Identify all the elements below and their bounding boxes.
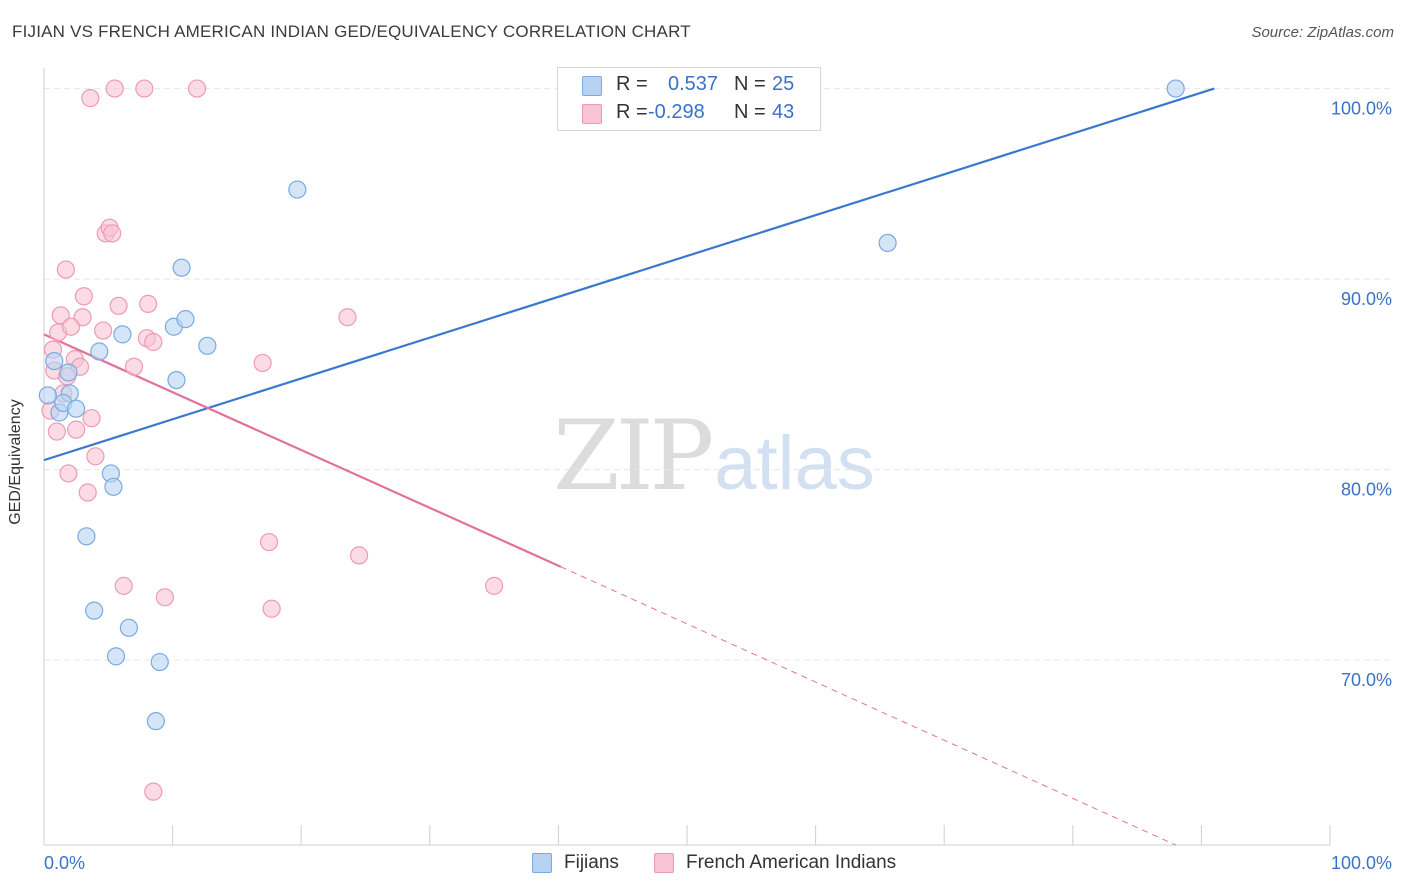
fijians-point [77,527,96,546]
french-american-indians-point [349,546,369,565]
fijians-point [119,618,138,637]
bottom-legend-swatch-blue [532,853,552,873]
french-american-indians-trend-line [43,333,562,568]
french-american-indians-point [59,464,78,483]
french-american-indians-point [262,599,281,618]
chart-title: FIJIAN VS FRENCH AMERICAN INDIAN GED/EQU… [12,22,691,41]
fijians-trend-line [43,87,1215,462]
legend-swatch-blue [582,76,602,96]
fijians-point [59,363,78,382]
fijians-point [167,370,186,390]
french-american-indians-point [78,483,97,502]
french-american-indians-point [155,588,174,607]
legend-r-label: R = [616,101,648,123]
fijians-point [198,336,217,355]
fijians-point [878,233,897,253]
legend-n-value: 43 [772,101,795,123]
french-american-indians-point [86,447,105,466]
french-american-indians-point [144,782,163,801]
fijians-point [104,477,123,496]
legend-r-label: R = [616,73,648,95]
fijians-point [288,180,307,199]
y-tick-label: 90.0% [1341,289,1392,309]
fijians-point [172,258,191,277]
legend-swatch-pink [582,104,602,124]
french-american-indians-point [82,409,101,428]
french-american-indians-point [144,332,163,352]
french-american-indians-trend-extension [560,566,1176,846]
fijians-point [176,310,195,329]
french-american-indians-point [81,89,100,108]
french-american-indians-point [105,79,124,98]
french-american-indians-point [253,353,272,373]
fijians-point [38,386,57,405]
fijians-point [85,601,104,620]
french-american-indians-point [56,260,75,279]
bottom-legend-swatch-pink [654,853,674,873]
french-american-indians-point [109,296,128,315]
french-american-indians-point [187,79,207,98]
fijians-point [45,351,64,371]
french-american-indians-point [139,294,158,313]
tick-labels: 70.0% 80.0% 90.0% 100.0% 0.0% 100.0% [44,99,1392,873]
fijians-point [106,647,126,666]
legend-n-label: N = [734,73,766,95]
trend-lines [43,87,1215,846]
fijians-point [90,342,109,361]
fijians-point [113,325,132,344]
french-american-indians-point [135,79,154,98]
legend-r-value: 0.537 [668,73,719,95]
watermark: ZIPatlas [553,400,875,512]
y-tick-label: 100.0% [1331,99,1392,119]
legend-n-label: N = [734,101,766,123]
fijians-point [150,652,169,672]
legend-n-value: 25 [772,73,795,95]
fijians-point [1166,79,1185,98]
watermark-zip: ZIP [553,400,714,512]
gridlines [44,88,1392,661]
y-tick-label: 80.0% [1341,480,1392,500]
french-american-indians-point [338,308,357,327]
legend-r-value: -0.298 [648,101,705,123]
french-american-indians-point [103,224,122,243]
bottom-legend-label: French American Indians [686,852,897,873]
x-tick-label-min: 0.0% [44,853,85,873]
french-american-indians-point [61,317,81,336]
watermark-atlas: atlas [714,421,875,506]
fijians-point [67,399,86,418]
y-axis-label: GED/Equivalency [7,399,24,525]
correlation-legend: R = 0.537 N = 25 R = -0.298 N = 43 [557,67,821,131]
x-tick-label-max: 100.0% [1331,853,1392,873]
axes [43,68,1331,846]
french-american-indians-point [94,321,113,340]
french-american-indians-point [114,576,133,595]
french-american-indians-point [259,532,279,552]
source-credit: Source: ZipAtlas.com [1251,24,1394,41]
french-american-indians-point [485,576,504,595]
french-american-indians-point [74,287,93,306]
y-tick-label: 70.0% [1341,670,1392,690]
fijians-point [146,712,165,731]
french-american-indians-point [47,422,66,441]
data-points [38,79,1185,801]
french-american-indians-point [124,357,144,376]
bottom-legend-label: Fijians [564,852,619,873]
french-american-indians-point [67,420,86,439]
